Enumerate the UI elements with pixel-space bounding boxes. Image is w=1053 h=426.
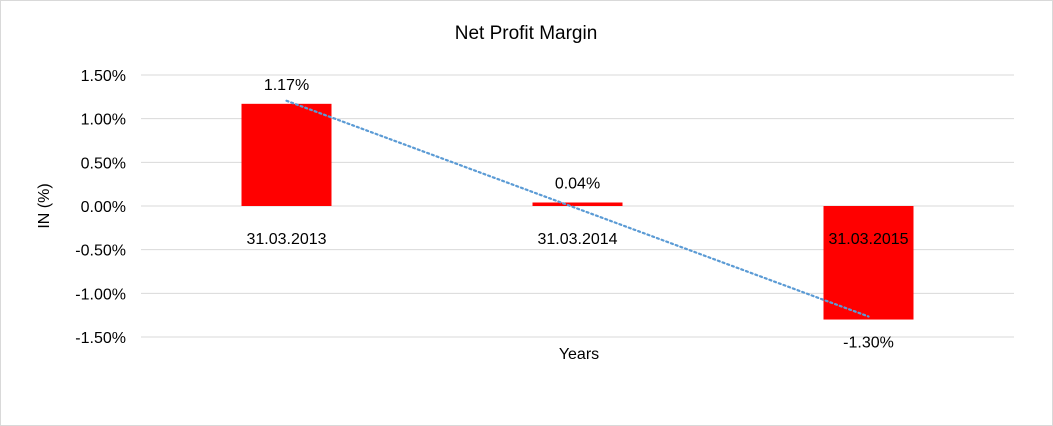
data-label: -1.30% — [843, 335, 894, 352]
category-label: 31.03.2013 — [246, 231, 326, 248]
y-tick-label: 1.50% — [81, 68, 126, 85]
x-axis-title: Years — [559, 346, 599, 363]
y-tick-label: 0.00% — [81, 199, 126, 216]
bar — [823, 206, 914, 320]
category-label: 31.03.2014 — [537, 231, 617, 248]
y-axis-title: IN (%) — [36, 183, 53, 228]
trend-layer — [285, 99, 870, 318]
y-tick-label: 0.50% — [81, 155, 126, 172]
y-tick-label: 1.00% — [81, 112, 126, 129]
bar — [241, 103, 332, 206]
category-label: 31.03.2015 — [828, 231, 908, 248]
y-tick-label: -1.50% — [75, 330, 126, 347]
trendline — [285, 99, 870, 318]
bar — [532, 202, 623, 206]
bar-layer — [241, 103, 914, 320]
y-tick-label: -1.00% — [75, 286, 126, 303]
y-tick-label: -0.50% — [75, 243, 126, 260]
tick-layer: 1.50% 1.00% 0.50% 0.00% -0.50% -1.00% -1.50% — [75, 68, 126, 347]
chart-title: Net Profit Margin — [455, 23, 598, 44]
category-label-layer: 31.03.2013 31.03.2014 31.03.2015 — [246, 231, 908, 248]
data-label: 1.17% — [264, 77, 309, 94]
data-label: 0.04% — [555, 176, 600, 193]
data-label-layer: 1.17% 0.04% -1.30% — [264, 77, 894, 352]
